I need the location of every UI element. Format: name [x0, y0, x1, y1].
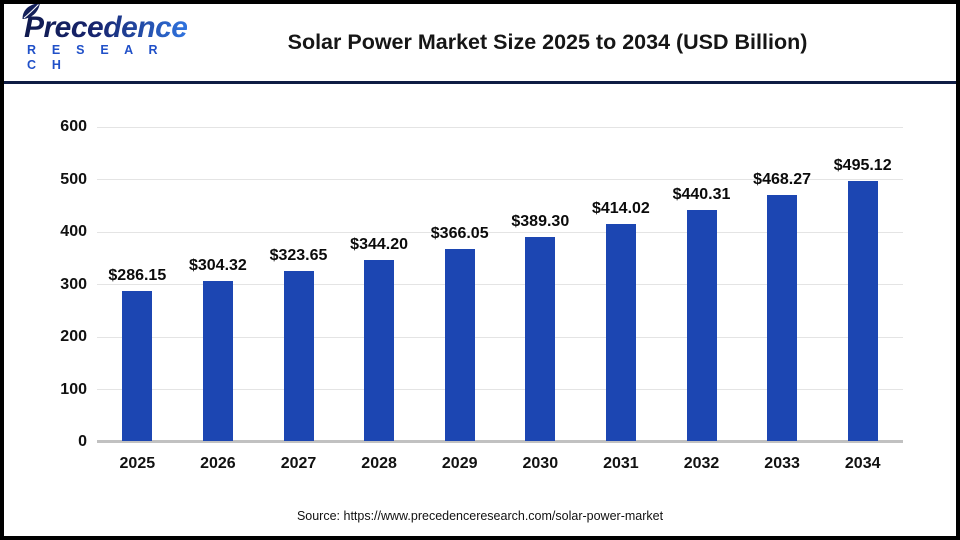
y-tick-label: 100	[60, 380, 87, 398]
bar	[686, 209, 717, 441]
logo-text-secondary: R E S E A R C H	[27, 43, 164, 73]
bar-value-label: $495.12	[833, 157, 892, 175]
gridline	[97, 179, 903, 180]
gridline	[97, 126, 903, 128]
x-tick-label: 2029	[441, 455, 478, 472]
title-wrap: Solar Power Market Size 2025 to 2034 (US…	[179, 30, 926, 55]
gridline	[97, 231, 903, 233]
y-tick-label: 400	[60, 223, 87, 240]
header: Precedence R E S E A R C H Solar Power M…	[4, 4, 956, 84]
bar-value-label: $304.32	[188, 257, 247, 275]
bar-value-label: $414.02	[591, 199, 650, 217]
y-tick-label: 0	[78, 433, 87, 450]
x-tick-label: 2025	[119, 455, 156, 472]
bar	[202, 281, 233, 441]
precedence-research-logo: Precedence R E S E A R C H	[4, 4, 179, 74]
y-tick-label: 500	[60, 170, 87, 188]
gridline	[97, 389, 903, 390]
x-tick-label: 2033	[764, 455, 800, 472]
bar	[767, 195, 798, 441]
x-tick-label: 2027	[280, 455, 317, 472]
bar-value-label: $366.05	[430, 224, 489, 242]
x-tick-label: 2026	[200, 455, 236, 472]
source-line: Source: https://www.precedenceresearch.c…	[296, 509, 664, 523]
bar	[847, 181, 878, 441]
bar	[444, 248, 475, 441]
y-tick-label: 300	[60, 275, 87, 293]
bar	[364, 260, 395, 441]
y-tick-label: 200	[60, 328, 87, 345]
x-tick-label: 2028	[361, 455, 397, 472]
leaf-icon	[22, 4, 40, 19]
bar	[605, 223, 636, 441]
logo-text-primary: Precedence	[24, 10, 188, 44]
bar-value-label: $468.27	[753, 171, 812, 189]
bar	[122, 290, 153, 441]
y-tick-label: 600	[60, 118, 87, 135]
bar	[283, 271, 314, 441]
bar-value-label: $286.15	[108, 266, 167, 284]
x-tick-label: 2032	[683, 455, 720, 472]
bar-value-label: $389.30	[511, 212, 570, 230]
logo-wordmark: Precedence	[22, 4, 188, 44]
gridline	[97, 284, 903, 285]
x-tick-label: 2030	[522, 455, 559, 472]
x-axis-line	[97, 440, 903, 443]
bar-value-label: $323.65	[269, 247, 328, 265]
bar-value-label: $440.31	[672, 185, 731, 203]
x-tick-label: 2031	[603, 455, 639, 472]
chart-title: Solar Power Market Size 2025 to 2034 (US…	[287, 30, 808, 54]
plot-area: 0 100 200 300 400 500 600 $286.15 2025 $304.32 202…	[60, 118, 903, 472]
bar-value-label: $344.20	[350, 236, 409, 254]
gridline	[97, 336, 903, 338]
x-tick-label: 2034	[844, 455, 881, 472]
bar	[525, 236, 556, 441]
